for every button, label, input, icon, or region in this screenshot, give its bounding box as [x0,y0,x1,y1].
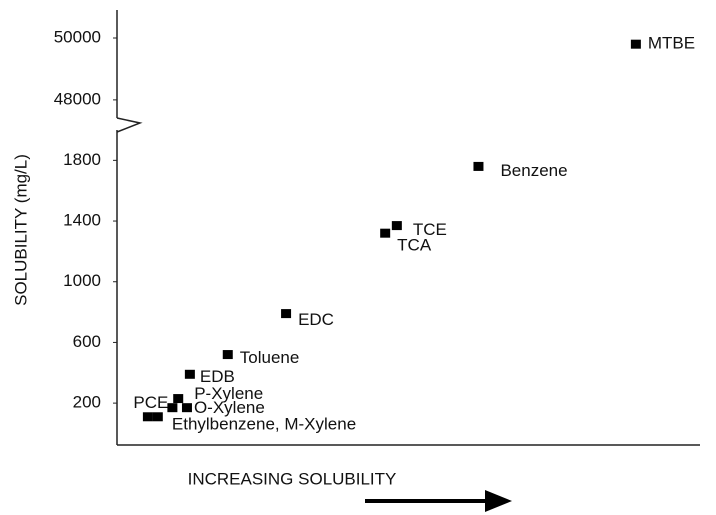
point-label: EDB [200,367,235,386]
point-label: MTBE [648,34,695,53]
y-tick-label: 1400 [63,211,101,230]
point [473,161,484,171]
point-label: PCE [133,393,168,412]
point [181,403,192,413]
point [222,350,233,360]
point-label: P-Xylene [194,384,263,403]
y-tick-label: 200 [73,393,101,412]
axis-break [116,117,143,133]
point-label: TCE [413,220,447,239]
y-tick-label: 1800 [63,150,101,169]
point [167,403,178,413]
point [391,221,402,231]
point [380,228,391,238]
y-tick-label: 600 [73,332,101,351]
point-label: TCA [397,236,432,255]
point [630,39,641,49]
y-tick-label: 50000 [54,27,101,46]
y-tick-label: 1000 [63,271,101,290]
y-axis-label: SOLUBILITY (mg/L) [11,154,30,306]
y-tick-label: 48000 [54,89,101,108]
point [173,394,184,404]
arrow-head [485,490,512,512]
point [152,412,163,422]
point-label: Toluene [240,348,300,367]
point [184,369,195,379]
point [142,412,153,422]
point-label: O-Xylene [194,398,265,417]
point-label: EDC [298,310,334,329]
point-label: Ethylbenzene, M-Xylene [172,414,356,433]
x-axis-label: INCREASING SOLUBILITY [188,469,397,488]
point [281,309,292,319]
point-label: Benzene [500,161,567,180]
